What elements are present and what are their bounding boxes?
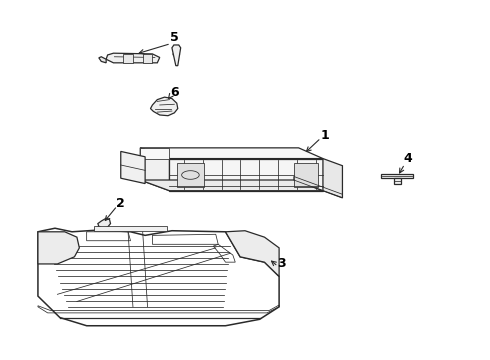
Polygon shape bbox=[394, 178, 401, 184]
Polygon shape bbox=[323, 158, 343, 198]
Polygon shape bbox=[294, 163, 318, 187]
Polygon shape bbox=[38, 228, 279, 326]
Text: 2: 2 bbox=[117, 197, 125, 210]
Polygon shape bbox=[177, 163, 203, 187]
Polygon shape bbox=[140, 148, 170, 191]
Text: 3: 3 bbox=[277, 257, 286, 270]
Text: 6: 6 bbox=[170, 86, 179, 99]
Polygon shape bbox=[106, 53, 160, 63]
Polygon shape bbox=[121, 152, 145, 184]
Text: 1: 1 bbox=[321, 129, 330, 142]
Polygon shape bbox=[172, 45, 181, 66]
Polygon shape bbox=[170, 158, 323, 191]
Text: 5: 5 bbox=[170, 31, 179, 44]
Polygon shape bbox=[98, 218, 111, 228]
Polygon shape bbox=[38, 232, 79, 264]
Polygon shape bbox=[140, 148, 170, 158]
Polygon shape bbox=[140, 180, 323, 191]
Polygon shape bbox=[140, 148, 323, 158]
Polygon shape bbox=[123, 54, 133, 63]
Polygon shape bbox=[94, 226, 167, 231]
Polygon shape bbox=[143, 54, 152, 63]
Polygon shape bbox=[381, 174, 413, 178]
Polygon shape bbox=[225, 231, 279, 276]
Polygon shape bbox=[99, 57, 106, 63]
Polygon shape bbox=[150, 97, 178, 116]
Text: 4: 4 bbox=[404, 152, 413, 165]
